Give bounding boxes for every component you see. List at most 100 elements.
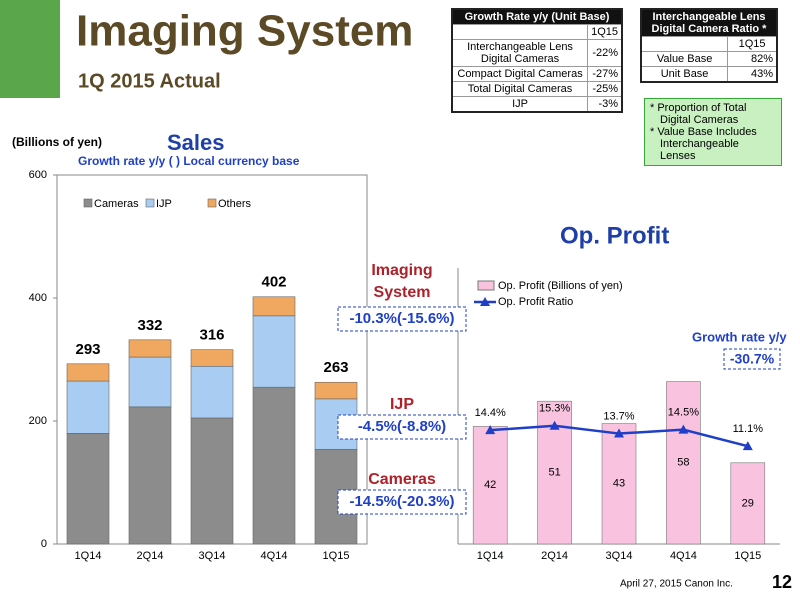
- chart-subtitle: Growth rate y/y ( ) Local currency base: [78, 154, 300, 168]
- cell: 82%: [727, 51, 778, 67]
- line-marker: [485, 425, 496, 435]
- row-label: Total Digital Cameras: [451, 81, 589, 97]
- legend-marker: [480, 297, 490, 306]
- footer-date: April 27, 2015 Canon Inc.: [620, 579, 733, 590]
- bar-segment: [66, 363, 110, 382]
- x-tick-label: 4Q14: [261, 550, 288, 562]
- note-box: * Proportion of Total Digital Cameras * …: [644, 98, 782, 166]
- legend-swatch: [477, 280, 495, 291]
- legend-label: IJP: [156, 198, 172, 210]
- legend-label: Op. Profit (Billions of yen): [498, 280, 623, 292]
- line-marker: [678, 424, 689, 434]
- chart-title: Sales: [167, 130, 225, 155]
- line-label: 11.1%: [733, 423, 764, 435]
- bar-segment: [128, 356, 172, 408]
- bar-segment: [190, 417, 234, 545]
- bar: [601, 423, 637, 545]
- row-label: Compact Digital Cameras: [451, 66, 589, 82]
- table-title: Growth Rate y/y (Unit Base): [451, 8, 623, 25]
- note: * Proportion of Total Digital Cameras: [650, 102, 747, 126]
- legend-swatch: [145, 198, 155, 208]
- bar-segment: [252, 296, 296, 317]
- annotation-box: [337, 489, 467, 515]
- bar-label: 42: [484, 479, 496, 491]
- bar: [730, 462, 766, 545]
- growth-box: [723, 348, 781, 370]
- x-tick-label: 1Q15: [323, 550, 350, 562]
- column-header: 1Q15: [587, 24, 623, 40]
- line-label: 14.5%: [668, 407, 699, 419]
- bar-segment: [66, 380, 110, 434]
- bar-segment: [252, 386, 296, 545]
- total-label: 316: [199, 327, 224, 344]
- cell: -3%: [587, 96, 623, 113]
- accent-block: [0, 0, 60, 98]
- bar-label: 43: [613, 478, 625, 490]
- line-label: 15.3%: [539, 403, 570, 415]
- bar: [666, 381, 701, 545]
- annotation-label: Imaging: [371, 262, 432, 279]
- legend-label: Op. Profit Ratio: [498, 296, 573, 308]
- ratio-table: Interchangeable Lens Digital Camera Rati…: [640, 8, 778, 83]
- row-label: IJP: [451, 96, 589, 113]
- bar-segment: [128, 406, 172, 545]
- annotation-box: [337, 414, 467, 440]
- row-label: Unit Base: [640, 66, 729, 83]
- row-label: Value Base: [640, 51, 729, 67]
- bar-segment: [66, 432, 110, 545]
- legend-swatch: [207, 198, 217, 208]
- line-label: 14.4%: [475, 407, 506, 419]
- bar-label: 51: [548, 467, 560, 479]
- total-label: 293: [75, 341, 100, 358]
- legend-label: Cameras: [94, 198, 139, 210]
- annotation-label: IJP: [390, 396, 414, 413]
- x-tick-label: 4Q14: [670, 550, 697, 562]
- bar-segment: [252, 315, 296, 388]
- cell: -25%: [587, 81, 623, 97]
- growth-value: -30.7%: [730, 351, 775, 367]
- y-axis-label: (Billions of yen): [12, 135, 102, 149]
- cell: -27%: [587, 66, 623, 82]
- x-tick-label: 2Q14: [541, 550, 568, 562]
- cell: -22%: [587, 39, 623, 67]
- annotation-box: [337, 306, 467, 332]
- slide-subtitle: 1Q 2015 Actual: [78, 70, 221, 92]
- x-tick-label: 1Q14: [477, 550, 504, 562]
- slide-title: Imaging System: [76, 7, 413, 56]
- x-tick-label: 1Q14: [75, 550, 102, 562]
- page-number: 12: [772, 572, 792, 592]
- chart-title: Op. Profit: [560, 222, 669, 249]
- column-header: 1Q15: [727, 36, 778, 52]
- x-tick-label: 3Q14: [199, 550, 226, 562]
- growth-label: Growth rate y/y: [692, 329, 787, 344]
- total-label: 263: [323, 359, 348, 376]
- line-label: 13.7%: [603, 410, 634, 422]
- line-marker: [549, 420, 560, 430]
- x-tick-label: 3Q14: [606, 550, 633, 562]
- growth-table: Growth Rate y/y (Unit Base) 1Q15 Interch…: [451, 8, 623, 113]
- bar-label: 58: [677, 457, 689, 469]
- y-tick-label: 200: [29, 415, 47, 427]
- row-label: Interchangeable Lens Digital Cameras: [451, 39, 589, 67]
- note: * Value Base Includes Interchangeable Le…: [650, 126, 757, 162]
- total-label: 332: [137, 317, 162, 334]
- bar-segment: [190, 349, 234, 367]
- cell: 43%: [727, 66, 778, 83]
- annotation-value: -4.5%(-8.8%): [358, 418, 446, 435]
- bar-label: 29: [742, 497, 754, 509]
- bar-segment: [190, 365, 234, 419]
- line-marker: [742, 441, 753, 451]
- annotation-value: -10.3%(-15.6%): [349, 310, 454, 327]
- annotation-label: Cameras: [368, 471, 436, 488]
- line-marker: [614, 428, 624, 438]
- table-title: Interchangeable Lens Digital Camera Rati…: [640, 8, 778, 37]
- total-label: 402: [261, 274, 286, 291]
- x-tick-label: 1Q15: [734, 550, 761, 562]
- annotation-value: -14.5%(-20.3%): [349, 493, 454, 510]
- bar: [472, 426, 508, 545]
- y-tick-label: 0: [41, 538, 47, 550]
- y-tick-label: 600: [29, 169, 47, 181]
- legend-swatch: [83, 198, 93, 208]
